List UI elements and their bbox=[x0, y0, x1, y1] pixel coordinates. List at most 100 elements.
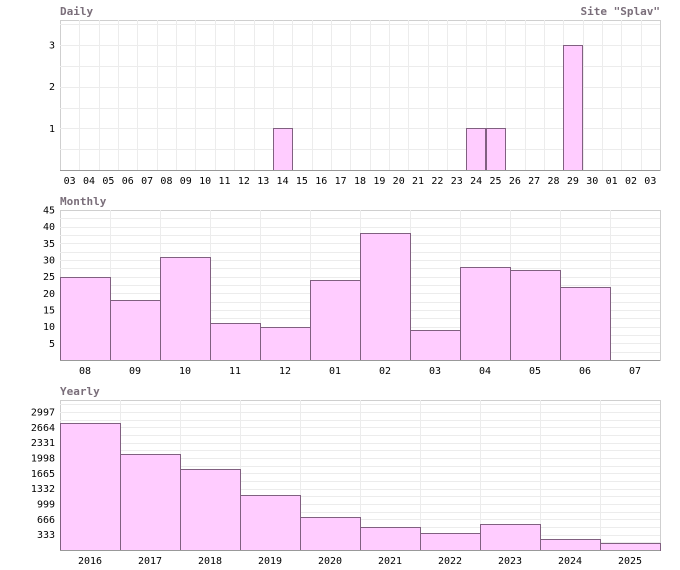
yearly-y-tick-label: 2331 bbox=[31, 438, 55, 449]
yearly-x-tick-label: 2021 bbox=[378, 556, 402, 567]
monthly-y-tick-label: 20 bbox=[43, 289, 55, 300]
yearly-bar-2019 bbox=[240, 495, 301, 551]
monthly-chart: 5 10 15 20 25 30 35 40 45 08 09 10 11 12 01 02 03 04 05 06 0… bbox=[43, 206, 661, 377]
daily-bar-29 bbox=[563, 45, 583, 171]
yearly-x-tick-label: 2017 bbox=[138, 556, 162, 567]
monthly-bar-10 bbox=[160, 257, 211, 361]
daily-x-tick-label: 05 bbox=[102, 176, 114, 187]
daily-x-tick-label: 12 bbox=[238, 176, 250, 187]
daily-x-tick-label: 29 bbox=[567, 176, 579, 187]
yearly-x-tick-label: 2022 bbox=[438, 556, 462, 567]
monthly-x-tick-label: 06 bbox=[579, 366, 591, 377]
yearly-bar-2021 bbox=[360, 527, 421, 551]
monthly-x-tick-label: 02 bbox=[379, 366, 391, 377]
daily-y-tick-label: 1 bbox=[49, 124, 55, 135]
daily-x-tick-label: 22 bbox=[431, 176, 443, 187]
monthly-bar-05 bbox=[510, 270, 561, 361]
yearly-x-tick-label: 2019 bbox=[258, 556, 282, 567]
monthly-x-tick-label: 08 bbox=[79, 366, 91, 377]
daily-x-tick-label: 13 bbox=[257, 176, 269, 187]
monthly-bar-04 bbox=[460, 267, 511, 361]
daily-x-tick-label: 25 bbox=[489, 176, 501, 187]
yearly-chart: 333 666 999 1332 1665 1998 2331 2664 2997 2016 201… bbox=[31, 400, 661, 567]
yearly-bar-2017 bbox=[120, 454, 181, 551]
monthly-x-tick-label: 07 bbox=[629, 366, 641, 377]
daily-y-tick-label: 2 bbox=[49, 82, 55, 93]
daily-x-tick-label: 26 bbox=[509, 176, 521, 187]
monthly-bar-11 bbox=[210, 323, 261, 361]
daily-x-tick-label: 08 bbox=[160, 176, 172, 187]
monthly-chart-title: Monthly bbox=[60, 195, 107, 208]
daily-y-tick-label: 3 bbox=[49, 41, 55, 52]
monthly-x-tick-label: 03 bbox=[429, 366, 441, 377]
yearly-bar-2018 bbox=[180, 469, 241, 551]
monthly-x-tick-label: 10 bbox=[179, 366, 191, 377]
yearly-y-tick-label: 1665 bbox=[31, 469, 55, 480]
monthly-y-tick-label: 35 bbox=[43, 239, 55, 250]
monthly-bar-01 bbox=[310, 280, 361, 361]
daily-bar-24 bbox=[466, 128, 486, 171]
daily-x-tick-label: 02 bbox=[625, 176, 637, 187]
yearly-bar-2024 bbox=[540, 539, 601, 551]
monthly-y-tick-label: 10 bbox=[43, 322, 55, 333]
daily-x-tick-label: 28 bbox=[548, 176, 560, 187]
monthly-bar-03 bbox=[410, 330, 461, 361]
yearly-y-tick-label: 666 bbox=[37, 515, 55, 526]
daily-x-tick-label: 19 bbox=[373, 176, 385, 187]
yearly-y-tick-label: 333 bbox=[37, 530, 55, 541]
daily-x-tick-label: 24 bbox=[470, 176, 482, 187]
monthly-x-tick-label: 05 bbox=[529, 366, 541, 377]
monthly-x-tick-label: 04 bbox=[479, 366, 491, 377]
monthly-y-tick-label: 5 bbox=[49, 339, 55, 350]
monthly-x-tick-label: 01 bbox=[329, 366, 341, 377]
daily-bar-14 bbox=[273, 128, 293, 171]
monthly-x-tick-label: 11 bbox=[229, 366, 241, 377]
daily-chart-title: Daily bbox=[60, 5, 93, 18]
yearly-x-tick-label: 2018 bbox=[198, 556, 222, 567]
monthly-y-tick-label: 40 bbox=[43, 222, 55, 233]
daily-x-tick-label: 10 bbox=[199, 176, 211, 187]
monthly-bar-08 bbox=[60, 277, 111, 361]
site-label: Site "Splav" bbox=[581, 5, 660, 18]
yearly-bar-2025 bbox=[600, 543, 661, 551]
monthly-x-tick-label: 09 bbox=[129, 366, 141, 377]
yearly-bar-2020 bbox=[300, 517, 361, 551]
daily-x-tick-label: 15 bbox=[296, 176, 308, 187]
daily-x-tick-label: 11 bbox=[218, 176, 230, 187]
daily-x-tick-label: 17 bbox=[335, 176, 347, 187]
monthly-bar-12 bbox=[260, 327, 311, 361]
daily-x-tick-label: 01 bbox=[606, 176, 618, 187]
daily-x-tick-label: 03 bbox=[64, 176, 76, 187]
yearly-bar-2023 bbox=[480, 524, 541, 551]
yearly-chart-title: Yearly bbox=[60, 385, 100, 398]
yearly-y-tick-label: 1998 bbox=[31, 454, 55, 465]
yearly-x-tick-label: 2024 bbox=[558, 556, 582, 567]
monthly-y-tick-label: 15 bbox=[43, 306, 55, 317]
yearly-y-tick-label: 1332 bbox=[31, 484, 55, 495]
daily-x-tick-label: 20 bbox=[393, 176, 405, 187]
yearly-bar-2022 bbox=[420, 533, 481, 551]
daily-x-tick-label: 21 bbox=[412, 176, 424, 187]
daily-x-tick-label: 23 bbox=[451, 176, 463, 187]
yearly-x-tick-label: 2016 bbox=[78, 556, 102, 567]
daily-x-tick-label: 07 bbox=[141, 176, 153, 187]
yearly-x-tick-label: 2023 bbox=[498, 556, 522, 567]
daily-x-tick-label: 04 bbox=[83, 176, 95, 187]
monthly-x-tick-label: 12 bbox=[279, 366, 291, 377]
monthly-bar-02 bbox=[360, 233, 411, 361]
yearly-y-tick-label: 2664 bbox=[31, 423, 55, 434]
daily-x-tick-label: 30 bbox=[586, 176, 598, 187]
daily-bar-25 bbox=[486, 128, 506, 171]
daily-x-tick-label: 16 bbox=[315, 176, 327, 187]
monthly-y-tick-label: 25 bbox=[43, 272, 55, 283]
monthly-bar-09 bbox=[110, 300, 161, 361]
monthly-y-tick-label: 45 bbox=[43, 206, 55, 217]
daily-x-tick-label: 27 bbox=[528, 176, 540, 187]
daily-x-tick-label: 06 bbox=[122, 176, 134, 187]
yearly-y-tick-label: 2997 bbox=[31, 408, 55, 419]
yearly-y-tick-label: 999 bbox=[37, 500, 55, 511]
monthly-bar-06 bbox=[560, 287, 611, 361]
daily-x-tick-label: 03 bbox=[644, 176, 656, 187]
